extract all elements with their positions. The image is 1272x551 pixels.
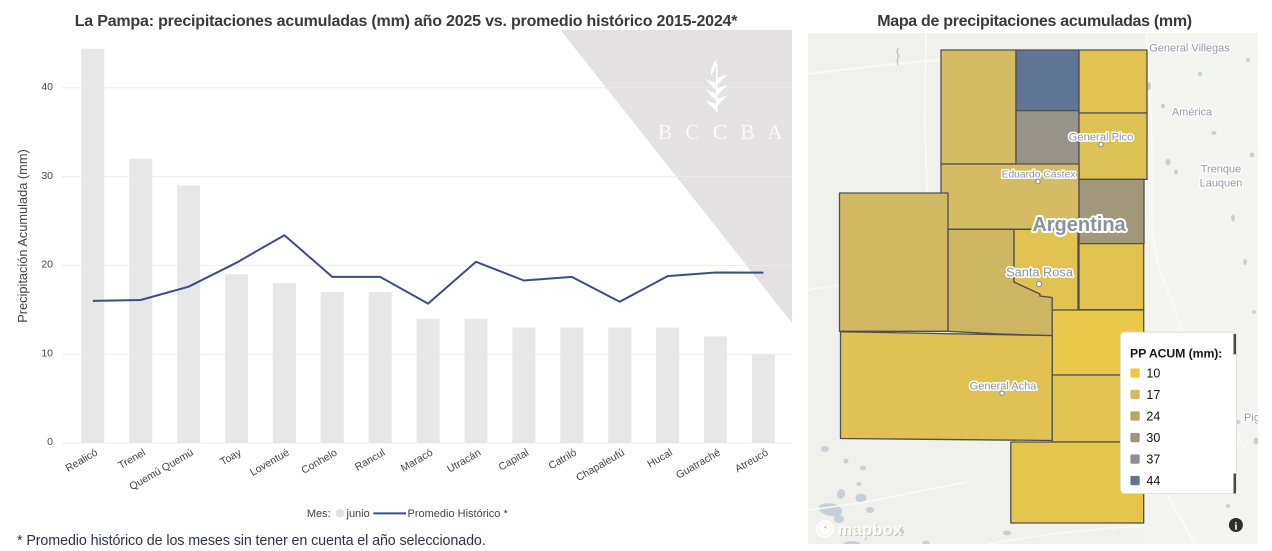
svg-text:Hucal: Hucal: [645, 447, 674, 471]
svg-text:Pig: Pig: [1244, 412, 1260, 424]
svg-text:mapbox: mapbox: [838, 521, 904, 539]
svg-text:44: 44: [1146, 474, 1160, 488]
svg-text:mapbox: mapbox: [839, 522, 905, 540]
svg-text:Maracó: Maracó: [399, 447, 435, 475]
svg-text:Atreucó: Atreucó: [733, 447, 770, 476]
svg-text:Trenel: Trenel: [116, 447, 147, 472]
svg-text:América: América: [1172, 107, 1213, 119]
svg-text:PP ACUM (mm):: PP ACUM (mm):: [1130, 347, 1222, 361]
svg-text:Mapa de precipitaciones acumul: Mapa de precipitaciones acumuladas (mm): [877, 13, 1192, 30]
svg-text:0: 0: [47, 436, 53, 448]
svg-text:Precipitación Acumulada (mm): Precipitación Acumulada (mm): [15, 149, 30, 323]
svg-text:Eduardo Castex: Eduardo Castex: [1002, 170, 1077, 181]
svg-text:37: 37: [1146, 453, 1160, 467]
svg-text:10: 10: [1146, 367, 1160, 381]
svg-text:40: 40: [41, 81, 53, 93]
svg-text:* Promedio histórico de los me: * Promedio histórico de los meses sin te…: [17, 533, 486, 549]
svg-text:Toay: Toay: [218, 446, 244, 468]
svg-text:10: 10: [41, 347, 53, 359]
svg-text:Loventué: Loventué: [248, 447, 292, 479]
svg-text:17: 17: [1146, 388, 1160, 402]
svg-text:Conhelo: Conhelo: [299, 447, 339, 477]
svg-text:Utracán: Utracán: [445, 447, 483, 476]
svg-text:20: 20: [41, 259, 53, 271]
svg-text:B: B: [658, 120, 672, 144]
svg-text:i: i: [1234, 521, 1237, 533]
svg-text:Santa Rosa: Santa Rosa: [1006, 265, 1074, 280]
svg-text:C: C: [713, 120, 727, 144]
svg-text:Realicó: Realicó: [63, 447, 99, 475]
svg-text:C: C: [685, 120, 699, 144]
svg-text:Catriló: Catriló: [547, 447, 579, 473]
svg-text:Guatraché: Guatraché: [674, 447, 723, 482]
svg-text:General Acha: General Acha: [970, 380, 1038, 392]
svg-text:Rancul: Rancul: [353, 447, 387, 474]
svg-text:A: A: [767, 120, 783, 144]
svg-text:junio: junio: [346, 508, 370, 520]
svg-text:24: 24: [1146, 410, 1160, 424]
svg-text:General Pico: General Pico: [1069, 132, 1134, 144]
svg-text:Capital: Capital: [497, 447, 531, 474]
svg-text:B: B: [740, 120, 754, 144]
svg-text:30: 30: [1146, 431, 1160, 445]
svg-text:Lauquen: Lauquen: [1200, 178, 1243, 190]
svg-text:30: 30: [41, 170, 53, 182]
svg-text:Trenque: Trenque: [1201, 164, 1242, 176]
svg-text:La Pampa: precipitaciones acum: La Pampa: precipitaciones acumuladas (mm…: [75, 13, 739, 30]
svg-text:Promedio Histórico *: Promedio Histórico *: [408, 508, 509, 520]
svg-text:Argentina: Argentina: [1032, 214, 1126, 236]
svg-text:Chapaleufú: Chapaleufú: [574, 447, 627, 484]
svg-text:Mes:: Mes:: [307, 508, 331, 520]
svg-text:General Villegas: General Villegas: [1149, 43, 1230, 55]
